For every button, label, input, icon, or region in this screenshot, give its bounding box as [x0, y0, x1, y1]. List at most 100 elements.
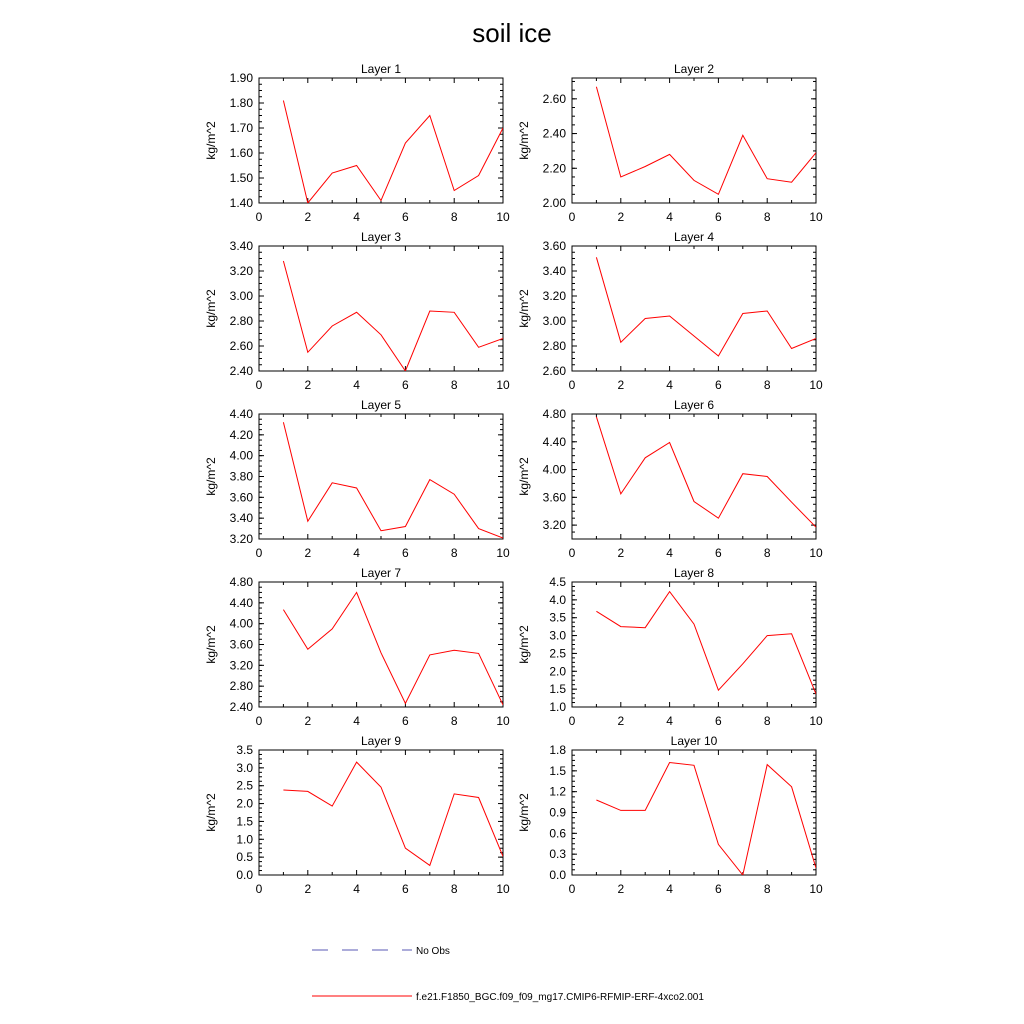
panel-title: Layer 1 — [361, 62, 401, 76]
y-tick-label: 0.3 — [549, 847, 566, 861]
x-tick-label: 8 — [764, 882, 771, 896]
x-tick-label: 8 — [764, 714, 771, 728]
x-tick-label: 6 — [715, 210, 722, 224]
x-tick-label: 10 — [809, 546, 823, 560]
y-tick-label: 1.90 — [230, 71, 254, 85]
x-tick-label: 0 — [256, 546, 263, 560]
y-tick-label: 3.00 — [230, 289, 254, 303]
x-tick-label: 2 — [617, 882, 624, 896]
panel-title: Layer 3 — [361, 230, 401, 244]
x-tick-label: 6 — [715, 546, 722, 560]
series-line — [595, 257, 816, 357]
x-tick-label: 2 — [304, 546, 311, 560]
y-axis-label: kg/m^2 — [517, 289, 531, 328]
x-tick-label: 0 — [569, 546, 576, 560]
x-tick-label: 4 — [353, 882, 360, 896]
y-tick-label: 3.80 — [230, 470, 254, 484]
y-tick-label: 1.5 — [549, 764, 566, 778]
y-tick-label: 3.60 — [230, 638, 254, 652]
x-tick-label: 2 — [617, 378, 624, 392]
y-tick-label: 4.40 — [230, 596, 254, 610]
y-axis-label: kg/m^2 — [204, 457, 218, 496]
y-tick-label: 4.0 — [549, 593, 566, 607]
y-axis-label: kg/m^2 — [204, 289, 218, 328]
y-tick-label: 1.8 — [549, 743, 566, 757]
panel-layer-8: Layer 8 kg/m^2 0 2 4 6 8 10 1.0 1.5 2.0 2.5 3.0 3.5 4.… — [517, 566, 823, 728]
x-tick-label: 8 — [451, 546, 458, 560]
y-tick-label: 2.80 — [230, 314, 254, 328]
series-line — [283, 761, 503, 867]
x-tick-label: 10 — [496, 378, 510, 392]
plot-frame — [571, 581, 817, 708]
x-tick-label: 0 — [569, 210, 576, 224]
y-tick-label: 3.40 — [230, 511, 254, 525]
x-tick-label: 6 — [715, 378, 722, 392]
x-tick-label: 2 — [617, 714, 624, 728]
y-axis-label: kg/m^2 — [204, 625, 218, 664]
series-line — [596, 761, 816, 875]
x-tick-label: 4 — [666, 882, 673, 896]
y-tick-label: 1.80 — [230, 96, 254, 110]
series-line — [595, 86, 816, 196]
y-tick-label: 4.5 — [549, 575, 566, 589]
panel-title: Layer 8 — [674, 566, 714, 580]
y-tick-label: 0.9 — [549, 806, 566, 820]
y-tick-label: 4.80 — [230, 575, 254, 589]
y-tick-label: 3.20 — [543, 289, 567, 303]
x-tick-label: 8 — [764, 546, 771, 560]
x-tick-label: 4 — [353, 378, 360, 392]
x-tick-label: 0 — [256, 882, 263, 896]
x-tick-label: 6 — [402, 546, 409, 560]
x-tick-label: 8 — [764, 378, 771, 392]
plot-frame — [571, 245, 817, 372]
x-tick-label: 0 — [569, 378, 576, 392]
x-tick-label: 2 — [617, 546, 624, 560]
panel-title: Layer 7 — [361, 566, 401, 580]
y-tick-label: 2.60 — [543, 364, 567, 378]
x-tick-label: 6 — [402, 378, 409, 392]
series-line — [595, 416, 816, 528]
y-tick-label: 4.00 — [230, 449, 254, 463]
x-tick-label: 8 — [451, 210, 458, 224]
panel-title: Layer 10 — [671, 734, 718, 748]
series-line — [282, 422, 503, 539]
panel-layer-1: Layer 1 kg/m^2 0 2 4 6 8 10 1.40 1.50 1.60 1.70 1.80… — [204, 62, 510, 224]
x-tick-label: 4 — [353, 714, 360, 728]
x-tick-label: 4 — [353, 210, 360, 224]
y-tick-label: 0.5 — [236, 850, 253, 864]
legend: No Obs f.e21.F1850_BGC.f09_f09_mg17.CMIP… — [312, 946, 704, 1003]
y-tick-label: 4.00 — [230, 617, 254, 631]
y-tick-label: 2.0 — [549, 664, 566, 678]
y-axis-label: kg/m^2 — [517, 793, 531, 832]
y-tick-label: 3.60 — [543, 239, 567, 253]
panel-layer-4: Layer 4 kg/m^2 0 2 4 6 8 10 2.60 2.80 3.00 3.20 3.40… — [517, 230, 823, 392]
x-tick-label: 10 — [496, 546, 510, 560]
y-axis-label: kg/m^2 — [517, 625, 531, 664]
y-tick-label: 2.5 — [549, 646, 566, 660]
legend-model-label: f.e21.F1850_BGC.f09_f09_mg17.CMIP6-RFMIP… — [416, 992, 704, 1003]
panel-layer-6: Layer 6 kg/m^2 0 2 4 6 8 10 3.20 3.60 4.00 4.40 4.80 — [517, 398, 823, 560]
series-line — [596, 590, 816, 695]
panel-title: Layer 9 — [361, 734, 401, 748]
y-tick-label: 3.20 — [543, 518, 567, 532]
x-tick-label: 10 — [496, 714, 510, 728]
plot-frame — [258, 581, 504, 708]
y-tick-label: 0.0 — [549, 868, 566, 882]
y-tick-label: 4.20 — [230, 428, 254, 442]
y-tick-label: 1.5 — [236, 814, 253, 828]
y-tick-label: 1.40 — [230, 196, 254, 210]
x-tick-label: 4 — [666, 378, 673, 392]
y-tick-label: 1.50 — [230, 171, 254, 185]
y-tick-label: 0.0 — [236, 868, 253, 882]
y-tick-label: 4.00 — [543, 463, 567, 477]
x-tick-label: 0 — [569, 882, 576, 896]
x-tick-label: 2 — [304, 882, 311, 896]
x-tick-label: 2 — [304, 378, 311, 392]
y-tick-label: 2.60 — [543, 92, 567, 106]
panel-layer-10: Layer 10 kg/m^2 0 2 4 6 8 10 0.0 0.3 0.6 0.9 1.2 1.5 1… — [517, 734, 823, 896]
x-tick-label: 0 — [256, 378, 263, 392]
y-tick-label: 2.40 — [230, 364, 254, 378]
panel-title: Layer 6 — [674, 398, 714, 412]
y-tick-label: 2.60 — [230, 339, 254, 353]
x-tick-label: 2 — [617, 210, 624, 224]
